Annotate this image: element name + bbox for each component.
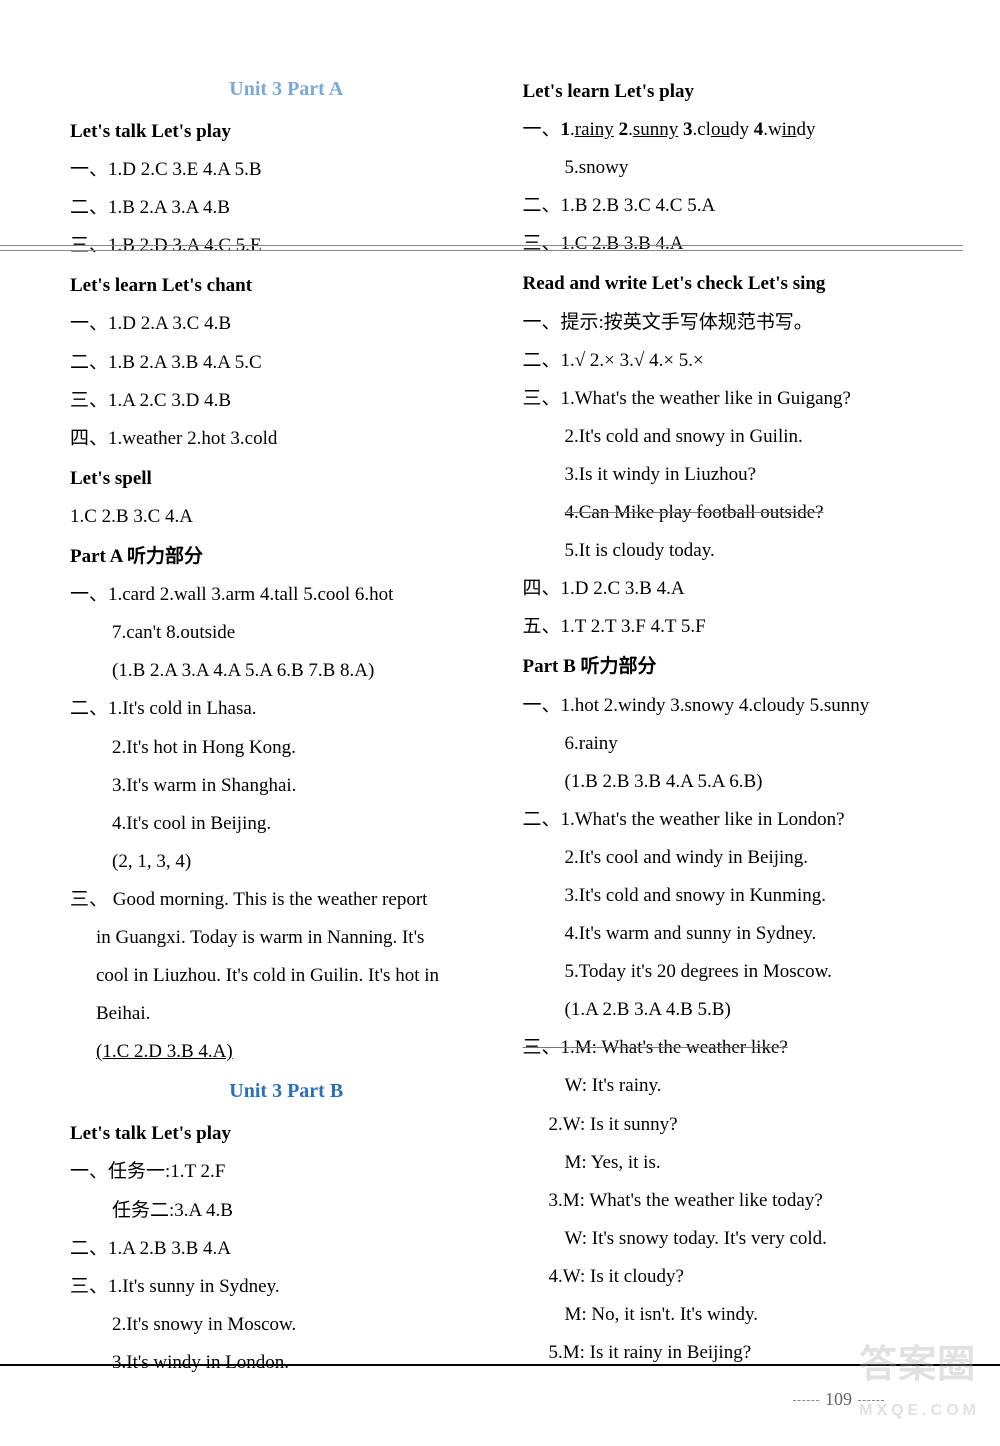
lets-talk-play-head: Let's talk Let's play — [70, 114, 503, 150]
answer-line: 2.It's snowy in Moscow. — [70, 1307, 503, 1343]
answer-line: 5.snowy — [523, 150, 956, 186]
answer-line: 7.can't 8.outside — [70, 615, 503, 651]
answer-line: 2.It's hot in Hong Kong. — [70, 730, 503, 766]
answer-line: (1.C 2.D 3.B 4.A) — [70, 1034, 503, 1070]
answer-line: 4.Can Mike play football outside? — [523, 495, 956, 531]
answer-line: 三、 Good morning. This is the weather rep… — [70, 882, 503, 918]
answer-line: 二、1.B 2.A 3.A 4.B — [70, 190, 503, 226]
lets-talk-play-b-head: Let's talk Let's play — [70, 1116, 503, 1152]
answer-line: 3.It's warm in Shanghai. — [70, 768, 503, 804]
head-text: Let's talk Let's play — [70, 121, 231, 142]
answer-line: 一、1.D 2.C 3.E 4.A 5.B — [70, 152, 503, 188]
answer-line: 二、1.A 2.B 3.B 4.A — [70, 1231, 503, 1267]
answer-line: 3.It's cold and snowy in Kunming. — [523, 878, 956, 914]
lets-learn-play-head: Let's learn Let's play — [523, 74, 956, 110]
answer-line: in Guangxi. Today is warm in Nanning. It… — [70, 920, 503, 956]
answer-line: 4.It's warm and sunny in Sydney. — [523, 916, 956, 952]
answer-line: 二、1.It's cold in Lhasa. — [70, 691, 503, 727]
part-b-listening-head: Part B 听力部分 — [523, 649, 956, 685]
answer-line: 一、1.hot 2.windy 3.snowy 4.cloudy 5.sunny — [523, 688, 956, 724]
answer-line: 三、1.A 2.C 3.D 4.B — [70, 383, 503, 419]
answer-line: cool in Liuzhou. It's cold in Guilin. It… — [70, 958, 503, 994]
answer-line: 5.Today it's 20 degrees in Moscow. — [523, 954, 956, 990]
answer-line: 2.It's cold and snowy in Guilin. — [523, 419, 956, 455]
watermark-sub: MXQE.COM — [859, 1396, 980, 1426]
answer-line: Beihai. — [70, 996, 503, 1032]
answer-line: 3.M: What's the weather like today? — [523, 1183, 956, 1219]
answer-line-struck: 三、1.B 2.D 3.A 4.C 5.E — [70, 228, 503, 264]
answer-line: 三、1.It's sunny in Sydney. — [70, 1269, 503, 1305]
answer-line: M: No, it isn't. It's windy. — [523, 1297, 956, 1333]
answer-line: 一、1.rainy 2.sunny 3.cloudy 4.windy — [523, 112, 956, 148]
answer-line: W: It's rainy. — [523, 1068, 956, 1104]
answer-line: (1.B 2.B 3.B 4.A 5.A 6.B) — [523, 764, 956, 800]
answer-line: 4.W: Is it cloudy? — [523, 1259, 956, 1295]
watermark-main: 答案圈 — [859, 1344, 976, 1386]
part-a-listening-head: Part A 听力部分 — [70, 539, 503, 575]
answer-line: 二、1.B 2.A 3.B 4.A 5.C — [70, 345, 503, 381]
answer-line: (1.B 2.A 3.A 4.A 5.A 6.B 7.B 8.A) — [70, 653, 503, 689]
answer-line: 四、1.D 2.C 3.B 4.A — [523, 571, 956, 607]
answer-line: 一、任务一:1.T 2.F — [70, 1154, 503, 1190]
answer-line: 2.W: Is it sunny? — [523, 1107, 956, 1143]
answer-line: M: Yes, it is. — [523, 1145, 956, 1181]
answer-line: (1.A 2.B 3.A 4.B 5.B) — [523, 992, 956, 1028]
unit-b-title: Unit 3 Part B — [70, 1072, 503, 1110]
answer-line: 5.It is cloudy today. — [523, 533, 956, 569]
right-column: Let's learn Let's play 一、1.rainy 2.sunny… — [523, 70, 956, 1383]
watermark: 答案圈 MXQE.COM — [859, 1329, 980, 1426]
answer-line: 四、1.weather 2.hot 3.cold — [70, 421, 503, 457]
answer-line: 二、1.B 2.B 3.C 4.C 5.A — [523, 188, 956, 224]
unit-a-title: Unit 3 Part A — [70, 70, 503, 108]
lets-spell-head: Let's spell — [70, 461, 503, 497]
answer-line: 一、1.card 2.wall 3.arm 4.tall 5.cool 6.ho… — [70, 577, 503, 613]
left-column: Unit 3 Part A Let's talk Let's play 一、1.… — [70, 70, 503, 1383]
answer-line: 6.rainy — [523, 726, 956, 762]
answer-line: 3.Is it windy in Liuzhou? — [523, 457, 956, 493]
answer-line: 五、1.T 2.T 3.F 4.T 5.F — [523, 609, 956, 645]
answer-line: 任务二:3.A 4.B — [70, 1193, 503, 1229]
bottom-rule — [0, 1364, 1000, 1366]
answer-line: 1.C 2.B 3.C 4.A — [70, 499, 503, 535]
answer-line: 二、1.√ 2.× 3.√ 4.× 5.× — [523, 343, 956, 379]
answer-line: 3.It's windy in London. — [70, 1345, 503, 1381]
read-write-head: Read and write Let's check Let's sing — [523, 266, 956, 302]
answer-line: 二、1.What's the weather like in London? — [523, 802, 956, 838]
answer-line: 一、1.D 2.A 3.C 4.B — [70, 306, 503, 342]
page-container: Unit 3 Part A Let's talk Let's play 一、1.… — [0, 0, 1000, 1413]
answer-line: 4.It's cool in Beijing. — [70, 806, 503, 842]
answer-line: W: It's snowy today. It's very cold. — [523, 1221, 956, 1257]
answer-line: 三、1.What's the weather like in Guigang? — [523, 381, 956, 417]
answer-line: 三、1.M: What's the weather like? — [523, 1030, 956, 1066]
answer-line: (2, 1, 3, 4) — [70, 844, 503, 880]
lets-learn-chant-head: Let's learn Let's chant — [70, 268, 503, 304]
answer-line: 一、提示:按英文手写体规范书写。 — [523, 305, 956, 341]
answer-line: 2.It's cool and windy in Beijing. — [523, 840, 956, 876]
